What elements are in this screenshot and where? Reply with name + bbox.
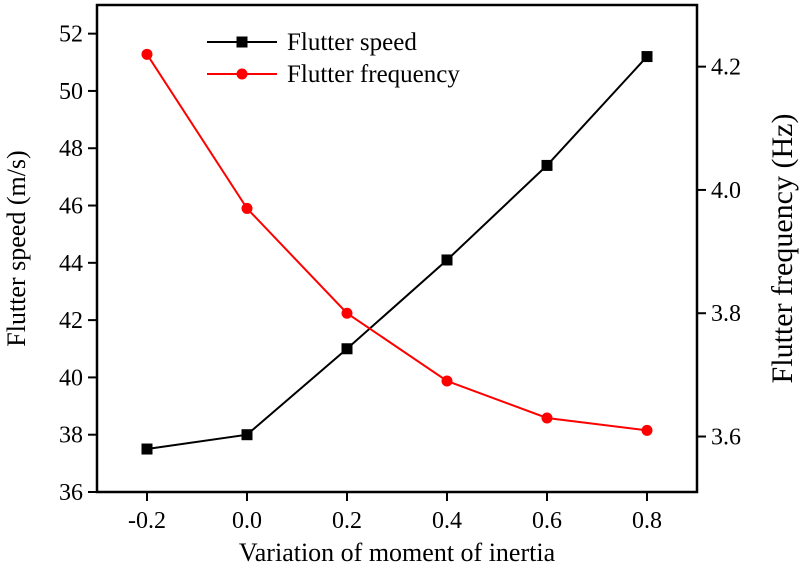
- flutter-speed-point: [341, 343, 353, 355]
- ticks-layer: -0.2 0.0 0.2 0.4 0.6 0.8 36 38 40 42 44 46 48 50 52 3.6…: [59, 22, 741, 534]
- legend-flutter-frequency-label: Flutter frequency: [287, 61, 460, 88]
- flutter-speed-point: [141, 443, 153, 455]
- flutter-speed-line: [146, 55, 648, 450]
- legend-flutter-speed-marker: [236, 36, 248, 48]
- series-layer: [141, 48, 653, 455]
- flutter-frequency-point: [441, 375, 453, 387]
- flutter-frequency-line: [146, 53, 648, 432]
- y-tick-label: 40: [59, 365, 83, 391]
- flutter-frequency-point: [541, 412, 553, 424]
- flutter-frequency-point: [641, 424, 653, 436]
- legend-flutter-speed-label: Flutter speed: [287, 29, 417, 56]
- y-axis-title: Flutter speed (m/s): [2, 150, 31, 346]
- flutter-frequency-point: [141, 48, 153, 60]
- y-tick-label: 48: [59, 136, 83, 162]
- y2-tick-label: 3.8: [711, 301, 741, 327]
- y2-tick-label: 4.0: [711, 178, 741, 204]
- y-tick-label: 38: [59, 423, 83, 449]
- y-tick-label: 36: [59, 480, 83, 506]
- y-tick-label: 44: [59, 251, 83, 277]
- y-tick-label: 46: [59, 194, 83, 220]
- y-tick-label: 42: [59, 308, 83, 334]
- flutter-speed-point: [441, 254, 453, 266]
- flutter-speed-point: [641, 51, 653, 63]
- flutter-speed-point: [541, 159, 553, 171]
- y2-axis-title: Flutter frequency (Hz): [766, 114, 799, 384]
- x-tick-label: 0.2: [332, 508, 362, 534]
- x-tick-label: 0.0: [232, 508, 262, 534]
- flutter-frequency-point: [241, 202, 253, 214]
- flutter-speed-point: [241, 429, 253, 441]
- y-tick-label: 50: [59, 79, 83, 105]
- y-tick-label: 52: [59, 22, 83, 48]
- legend-flutter-frequency-marker: [236, 68, 248, 80]
- x-tick-label: 0.8: [632, 508, 662, 534]
- x-tick-label: -0.2: [128, 508, 166, 534]
- flutter-frequency-point: [341, 307, 353, 319]
- x-tick-label: 0.6: [532, 508, 562, 534]
- legend: Flutter speed Flutter frequency: [207, 29, 460, 88]
- y2-tick-label: 4.2: [711, 55, 741, 81]
- plot-frame: [95, 3, 699, 494]
- x-axis-title: Variation of moment of inertia: [239, 538, 556, 567]
- y2-tick-label: 3.6: [711, 425, 741, 451]
- x-tick-label: 0.4: [432, 508, 462, 534]
